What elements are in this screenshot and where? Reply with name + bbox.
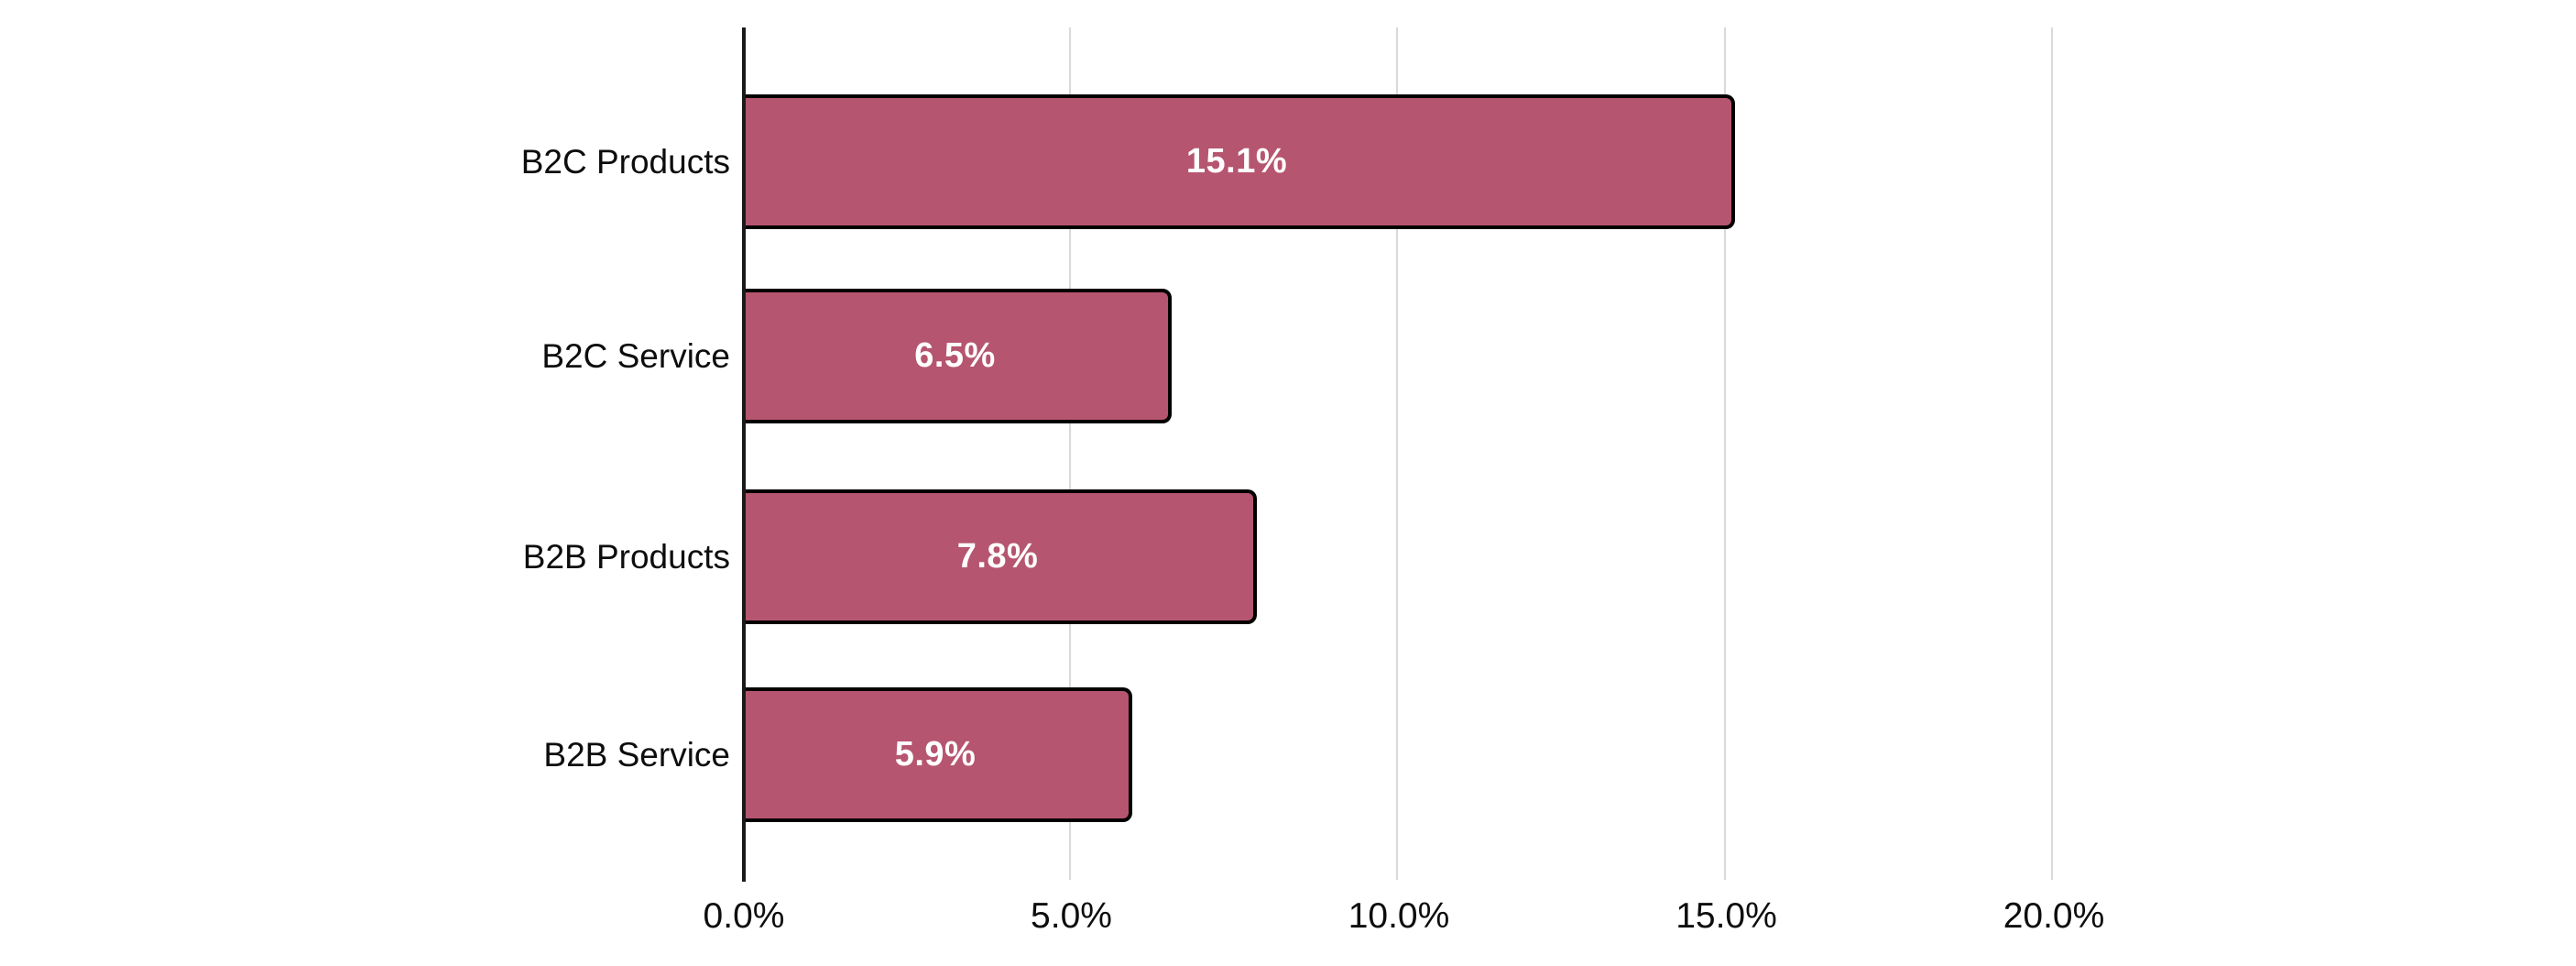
bar-value-label: 6.5% — [914, 336, 996, 375]
bar: 7.8% — [742, 489, 1257, 624]
bar-value-label: 7.8% — [956, 537, 1039, 576]
x-axis-tick-label: 20.0% — [2003, 896, 2105, 936]
bar: 6.5% — [742, 289, 1172, 423]
gridline — [2051, 27, 2053, 880]
bar: 15.1% — [742, 94, 1735, 229]
category-axis-label: B2B Products — [522, 537, 730, 576]
bar: 5.9% — [742, 687, 1132, 822]
category-axis-label: B2B Service — [543, 735, 730, 774]
x-axis-tick-label: 5.0% — [1031, 896, 1112, 936]
y-axis-line — [742, 27, 746, 882]
category-axis-label: B2C Products — [520, 142, 730, 181]
x-axis-tick-label: 0.0% — [703, 896, 785, 936]
gridline — [1396, 27, 1398, 880]
x-axis-tick-label: 15.0% — [1675, 896, 1777, 936]
gridline — [1068, 27, 1071, 880]
x-axis-tick-label: 10.0% — [1348, 896, 1450, 936]
category-axis-label: B2C Service — [541, 336, 730, 375]
bar-value-label: 15.1% — [1185, 142, 1288, 181]
gridline — [1723, 27, 1726, 880]
bar-value-label: 5.9% — [894, 735, 977, 774]
